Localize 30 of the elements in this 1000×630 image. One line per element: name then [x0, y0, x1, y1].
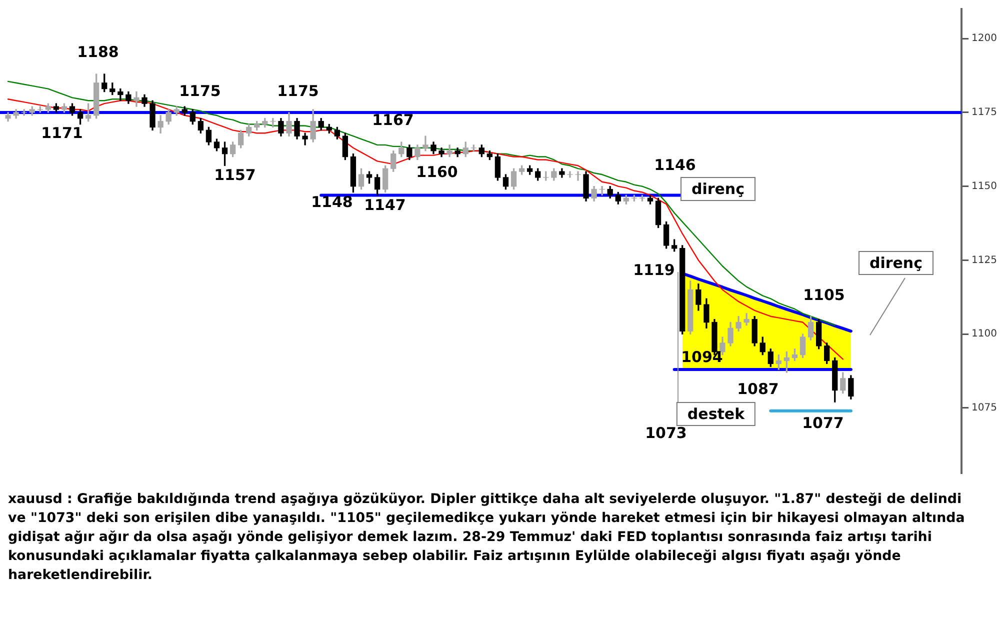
annotation: 1147 — [364, 196, 406, 214]
annotation: 1094 — [681, 348, 723, 366]
candlestick — [567, 171, 573, 178]
y-tick-label: 1175 — [972, 107, 998, 118]
annotation: 1157 — [214, 166, 256, 184]
y-tick-label: 1075 — [972, 402, 998, 414]
annotation: 1146 — [654, 156, 696, 174]
candlestick — [575, 171, 581, 181]
candlestick — [37, 106, 43, 113]
annotation: 1175 — [277, 82, 319, 100]
text: xauusd : Grafiğe bakıldığında trend aşağıya gözüküyor. Dipler gittikçe daha alt seviyelerde oluşuyor. "1.87" desteği de delindi ve "1073" deki son erişilen dibe yanaşıldı. "1105" geçilemedikçe yukarı yönde hareket etmesi için bir hikayesi olmayan altında gidişat ağır ağır da olsa aşağı yönde gelişiyor demek lazım. 28-29 Temmuz' daki FED toplantısı sonrasında faiz artışı tarihi konusundaki açıklamalar fiyatta çalkalanmaya sebep olabilir. Faiz artışının Eylülde olabileceği algısı fiyatı aşağı yönde hareketlendirebilir. — [8, 491, 966, 585]
annotation: 1119 — [633, 261, 675, 279]
annotation: 1171 — [41, 124, 83, 142]
annotation: 1167 — [372, 111, 414, 129]
y-tick-label: 1150 — [972, 180, 998, 192]
annotation: destek — [687, 405, 745, 423]
text: direnç — [858, 251, 934, 275]
annotation: 1087 — [737, 380, 779, 398]
annotation: direnç — [680, 177, 756, 201]
annotation: 1077 — [802, 414, 844, 432]
y-tick-label: 1200 — [972, 33, 998, 44]
candlestick — [543, 171, 549, 181]
y-tick-label: 1100 — [972, 328, 998, 340]
annotation: 1073 — [645, 424, 687, 442]
y-tick-label: 1125 — [972, 254, 998, 266]
annotation: 1148 — [311, 193, 353, 211]
annotation: 1105 — [803, 286, 845, 304]
annotation: 1188 — [77, 43, 119, 61]
annotation: 1175 — [179, 82, 221, 100]
annotation: 1160 — [416, 163, 458, 181]
